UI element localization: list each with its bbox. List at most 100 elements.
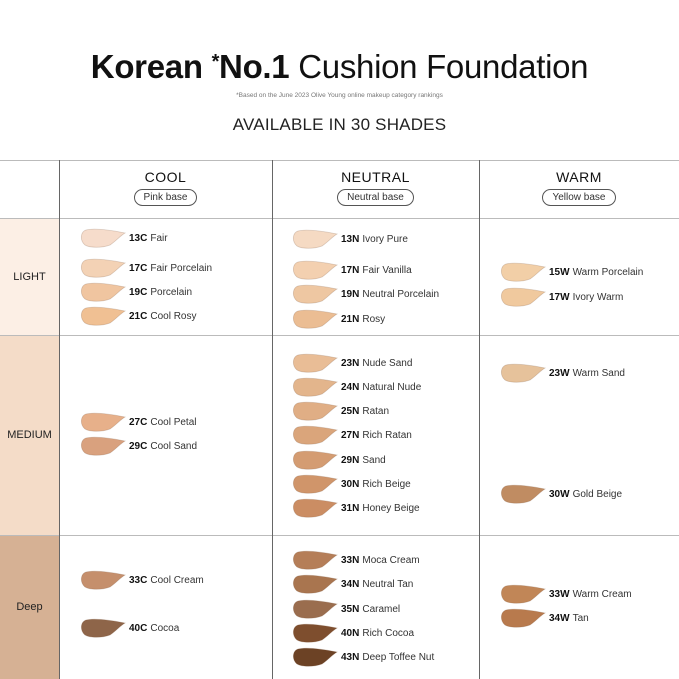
shade-name: Warm Sand xyxy=(572,367,625,379)
divider xyxy=(0,160,679,161)
shade-27c: 27C Cool Petal xyxy=(80,412,197,432)
shade-code: 19N xyxy=(341,288,360,300)
shade-code: 33C xyxy=(129,574,148,586)
divider xyxy=(0,335,679,336)
shade-name: Caramel xyxy=(362,603,401,615)
swatch-icon xyxy=(292,599,338,619)
shade-code: 30W xyxy=(549,488,570,500)
swatch-icon xyxy=(500,484,546,504)
shade-name: Rich Beige xyxy=(362,478,411,490)
shade-name: Cool Cream xyxy=(150,574,204,586)
shade-name: Cool Rosy xyxy=(150,310,197,322)
shade-name: Ratan xyxy=(362,405,390,417)
shade-19n: 19N Neutral Porcelain xyxy=(292,284,439,304)
shade-17n: 17N Fair Vanilla xyxy=(292,260,412,280)
swatch-icon xyxy=(500,262,546,282)
shade-name: Fair Porcelain xyxy=(150,262,213,274)
shade-code: 35N xyxy=(341,603,360,615)
shade-name: Moca Cream xyxy=(362,554,420,566)
title-no1: No.1 xyxy=(219,48,290,85)
shade-name: Cool Sand xyxy=(150,440,198,452)
swatch-icon xyxy=(292,550,338,570)
swatch-icon xyxy=(500,608,546,628)
shade-13c: 13C Fair xyxy=(80,228,168,248)
shade-code: 23N xyxy=(341,357,360,369)
shade-name: Neutral Tan xyxy=(362,578,414,590)
shade-27n: 27N Rich Ratan xyxy=(292,425,412,445)
shade-19c: 19C Porcelain xyxy=(80,282,192,302)
shade-24n: 24N Natural Nude xyxy=(292,377,421,397)
title-asterisk: * xyxy=(211,51,220,73)
shade-code: 13C xyxy=(129,232,148,244)
swatch-icon xyxy=(292,229,338,249)
shade-code: 29C xyxy=(129,440,148,452)
shade-code: 23W xyxy=(549,367,570,379)
swatch-icon xyxy=(80,412,126,432)
shade-code: 30N xyxy=(341,478,360,490)
shade-code: 21N xyxy=(341,313,360,325)
shade-name: Cool Petal xyxy=(150,416,197,428)
shade-name: Natural Nude xyxy=(362,381,422,393)
column-header-warm: WARM Yellow base xyxy=(479,160,679,218)
shade-name: Ivory Warm xyxy=(572,291,624,303)
swatch-icon xyxy=(500,363,546,383)
swatch-icon xyxy=(500,287,546,307)
shade-17w: 17W Ivory Warm xyxy=(500,287,623,307)
shade-name: Ivory Pure xyxy=(362,233,408,245)
shade-name: Cocoa xyxy=(150,622,180,634)
swatch-icon xyxy=(292,377,338,397)
divider xyxy=(59,160,60,679)
divider xyxy=(479,160,480,679)
shade-29c: 29C Cool Sand xyxy=(80,436,197,456)
shade-name: Deep Toffee Nut xyxy=(362,651,435,663)
shade-23w: 23W Warm Sand xyxy=(500,363,625,383)
divider xyxy=(0,535,679,536)
swatch-icon xyxy=(292,647,338,667)
shade-23n: 23N Nude Sand xyxy=(292,353,412,373)
shade-name: Nude Sand xyxy=(362,357,413,369)
shade-40c: 40C Cocoa xyxy=(80,618,179,638)
title-korean: Korean xyxy=(90,48,203,85)
shade-43n: 43N Deep Toffee Nut xyxy=(292,647,434,667)
shade-code: 29N xyxy=(341,454,360,466)
shade-30w: 30W Gold Beige xyxy=(500,484,622,504)
shade-13n: 13N Ivory Pure xyxy=(292,229,408,249)
title-rest: Cushion Foundation xyxy=(298,48,589,85)
shade-35n: 35N Caramel xyxy=(292,599,400,619)
swatch-icon xyxy=(80,258,126,278)
divider xyxy=(272,160,273,679)
shade-34n: 34N Neutral Tan xyxy=(292,574,413,594)
shade-code: 34W xyxy=(549,612,570,624)
shade-code: 21C xyxy=(129,310,148,322)
swatch-icon xyxy=(292,474,338,494)
shade-name: Warm Cream xyxy=(572,588,632,600)
shade-code: 13N xyxy=(341,233,360,245)
row-label-deep: Deep xyxy=(0,535,59,679)
swatch-icon xyxy=(292,260,338,280)
shade-name: Gold Beige xyxy=(572,488,623,500)
base-badge: Yellow base xyxy=(542,189,616,206)
swatch-icon xyxy=(292,425,338,445)
shade-name: Neutral Porcelain xyxy=(362,288,440,300)
base-badge: Neutral base xyxy=(337,189,414,206)
shade-code: 40N xyxy=(341,627,360,639)
shade-21n: 21N Rosy xyxy=(292,309,385,329)
shade-code: 25N xyxy=(341,405,360,417)
shade-code: 34N xyxy=(341,578,360,590)
shade-21c: 21C Cool Rosy xyxy=(80,306,197,326)
shade-name: Warm Porcelain xyxy=(572,266,644,278)
shade-code: 27N xyxy=(341,429,360,441)
shade-name: Fair Vanilla xyxy=(362,264,412,276)
swatch-icon xyxy=(80,618,126,638)
swatch-icon xyxy=(80,570,126,590)
column-header-neutral: NEUTRAL Neutral base xyxy=(272,160,479,218)
shade-code: 17C xyxy=(129,262,148,274)
shade-30n: 30N Rich Beige xyxy=(292,474,411,494)
shade-33w: 33W Warm Cream xyxy=(500,584,632,604)
page-title: Korean *No.1 Cushion Foundation xyxy=(0,48,679,86)
shade-40n: 40N Rich Cocoa xyxy=(292,623,414,643)
shade-code: 31N xyxy=(341,502,360,514)
shade-31n: 31N Honey Beige xyxy=(292,498,420,518)
shade-table: LIGHT MEDIUM Deep COOL Pink base NEUTRAL N… xyxy=(0,160,679,679)
swatch-icon xyxy=(292,574,338,594)
